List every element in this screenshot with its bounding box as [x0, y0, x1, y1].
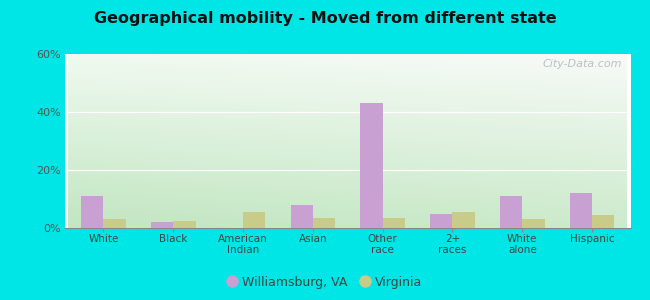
Bar	[360, 103, 383, 228]
Bar	[570, 193, 592, 228]
Bar	[173, 221, 196, 228]
Text: City-Data.com: City-Data.com	[543, 59, 622, 69]
Bar	[291, 205, 313, 228]
Bar	[523, 219, 545, 228]
Legend: Williamsburg, VA, Virginia: Williamsburg, VA, Virginia	[222, 271, 428, 294]
Bar	[383, 218, 405, 228]
Bar	[151, 222, 173, 228]
Bar	[500, 196, 523, 228]
Text: Geographical mobility - Moved from different state: Geographical mobility - Moved from diffe…	[94, 11, 556, 26]
Bar	[592, 215, 614, 228]
Bar	[103, 219, 125, 228]
Bar	[313, 218, 335, 228]
Bar	[452, 212, 474, 228]
Bar	[243, 212, 265, 228]
Bar	[81, 196, 103, 228]
Bar	[430, 214, 452, 228]
